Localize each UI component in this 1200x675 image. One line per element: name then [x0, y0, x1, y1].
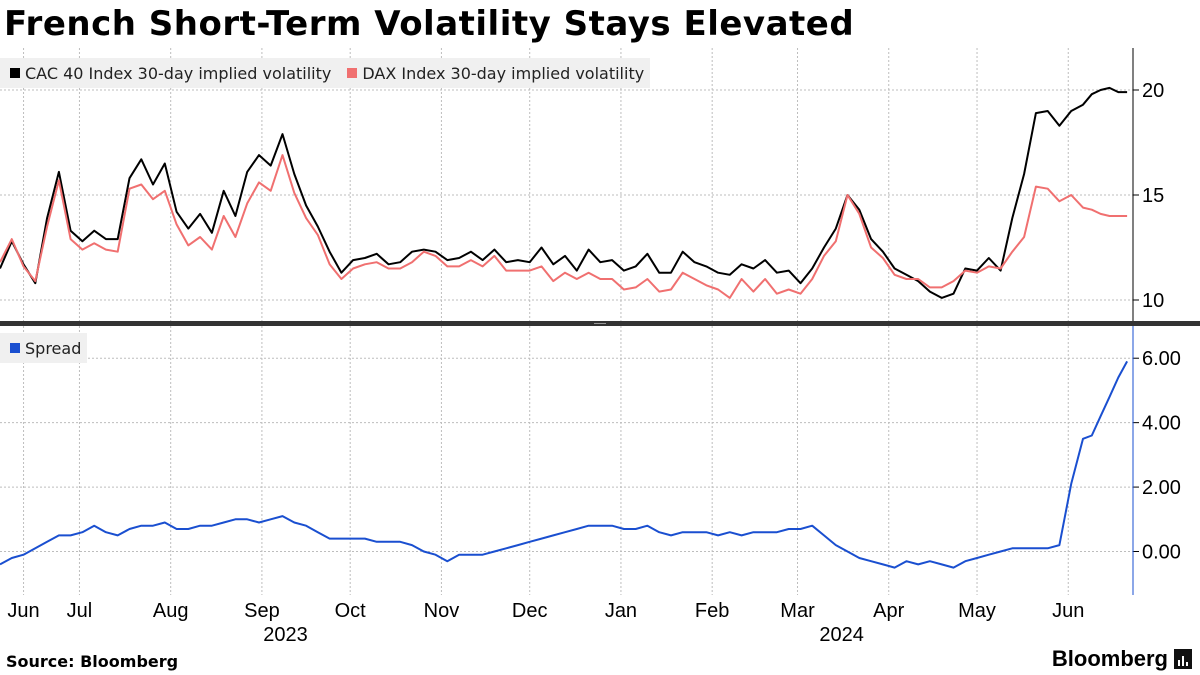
- legend-swatch-cac: [10, 68, 20, 78]
- x-month-label-4: Oct: [335, 600, 367, 622]
- legend-label-dax: DAX Index 30-day implied volatility: [362, 63, 645, 83]
- bloomberg-logo: Bloomberg: [1052, 646, 1192, 672]
- series-line-0-0: [0, 86, 1128, 299]
- x-month-label-8: Feb: [695, 600, 729, 622]
- x-month-label-1: Jul: [67, 600, 93, 622]
- x-year-label-1: 2024: [819, 624, 864, 646]
- legend-swatch-dax: [347, 68, 358, 78]
- x-month-label-7: Jan: [605, 600, 637, 622]
- bloomberg-mark-icon: [1174, 649, 1192, 669]
- x-month-label-9: Mar: [780, 600, 815, 622]
- y-tick-label-1-2: 4.00: [1142, 413, 1181, 435]
- legend-swatch-spread: [10, 343, 20, 353]
- source-note: Source: Bloomberg: [6, 652, 179, 671]
- x-month-label-6: Dec: [512, 600, 548, 622]
- legend-label-spread: Spread: [25, 338, 82, 358]
- legend-label-cac: CAC 40 Index 30-day implied volatility: [25, 63, 332, 83]
- brand-name: Bloomberg: [1051, 646, 1168, 671]
- series-line-0-1: [0, 154, 1128, 299]
- x-month-label-0: Jun: [7, 600, 39, 622]
- x-year-label-0: 2023: [263, 624, 308, 646]
- y-tick-label-1-0: 0.00: [1142, 542, 1181, 564]
- y-tick-label-0-0: 10: [1142, 290, 1164, 312]
- legend-top: CAC 40 Index 30-day implied volatility D…: [0, 58, 651, 88]
- x-month-label-2: Aug: [153, 600, 189, 622]
- x-month-label-11: May: [958, 600, 996, 622]
- x-month-label-12: Jun: [1052, 600, 1084, 622]
- y-tick-label-1-3: 6.00: [1142, 348, 1181, 370]
- y-tick-label-0-2: 20: [1142, 80, 1164, 102]
- series-line-1-0: [0, 360, 1128, 569]
- x-month-label-3: Sep: [244, 600, 280, 622]
- legend-bottom: Spread: [0, 333, 88, 363]
- x-month-label-10: Apr: [873, 600, 904, 622]
- chart-title: French Short-Term Volatility Stays Eleva…: [4, 4, 855, 44]
- x-month-label-5: Nov: [424, 600, 460, 622]
- y-tick-label-0-1: 15: [1142, 185, 1164, 207]
- y-tick-label-1-1: 2.00: [1142, 477, 1181, 499]
